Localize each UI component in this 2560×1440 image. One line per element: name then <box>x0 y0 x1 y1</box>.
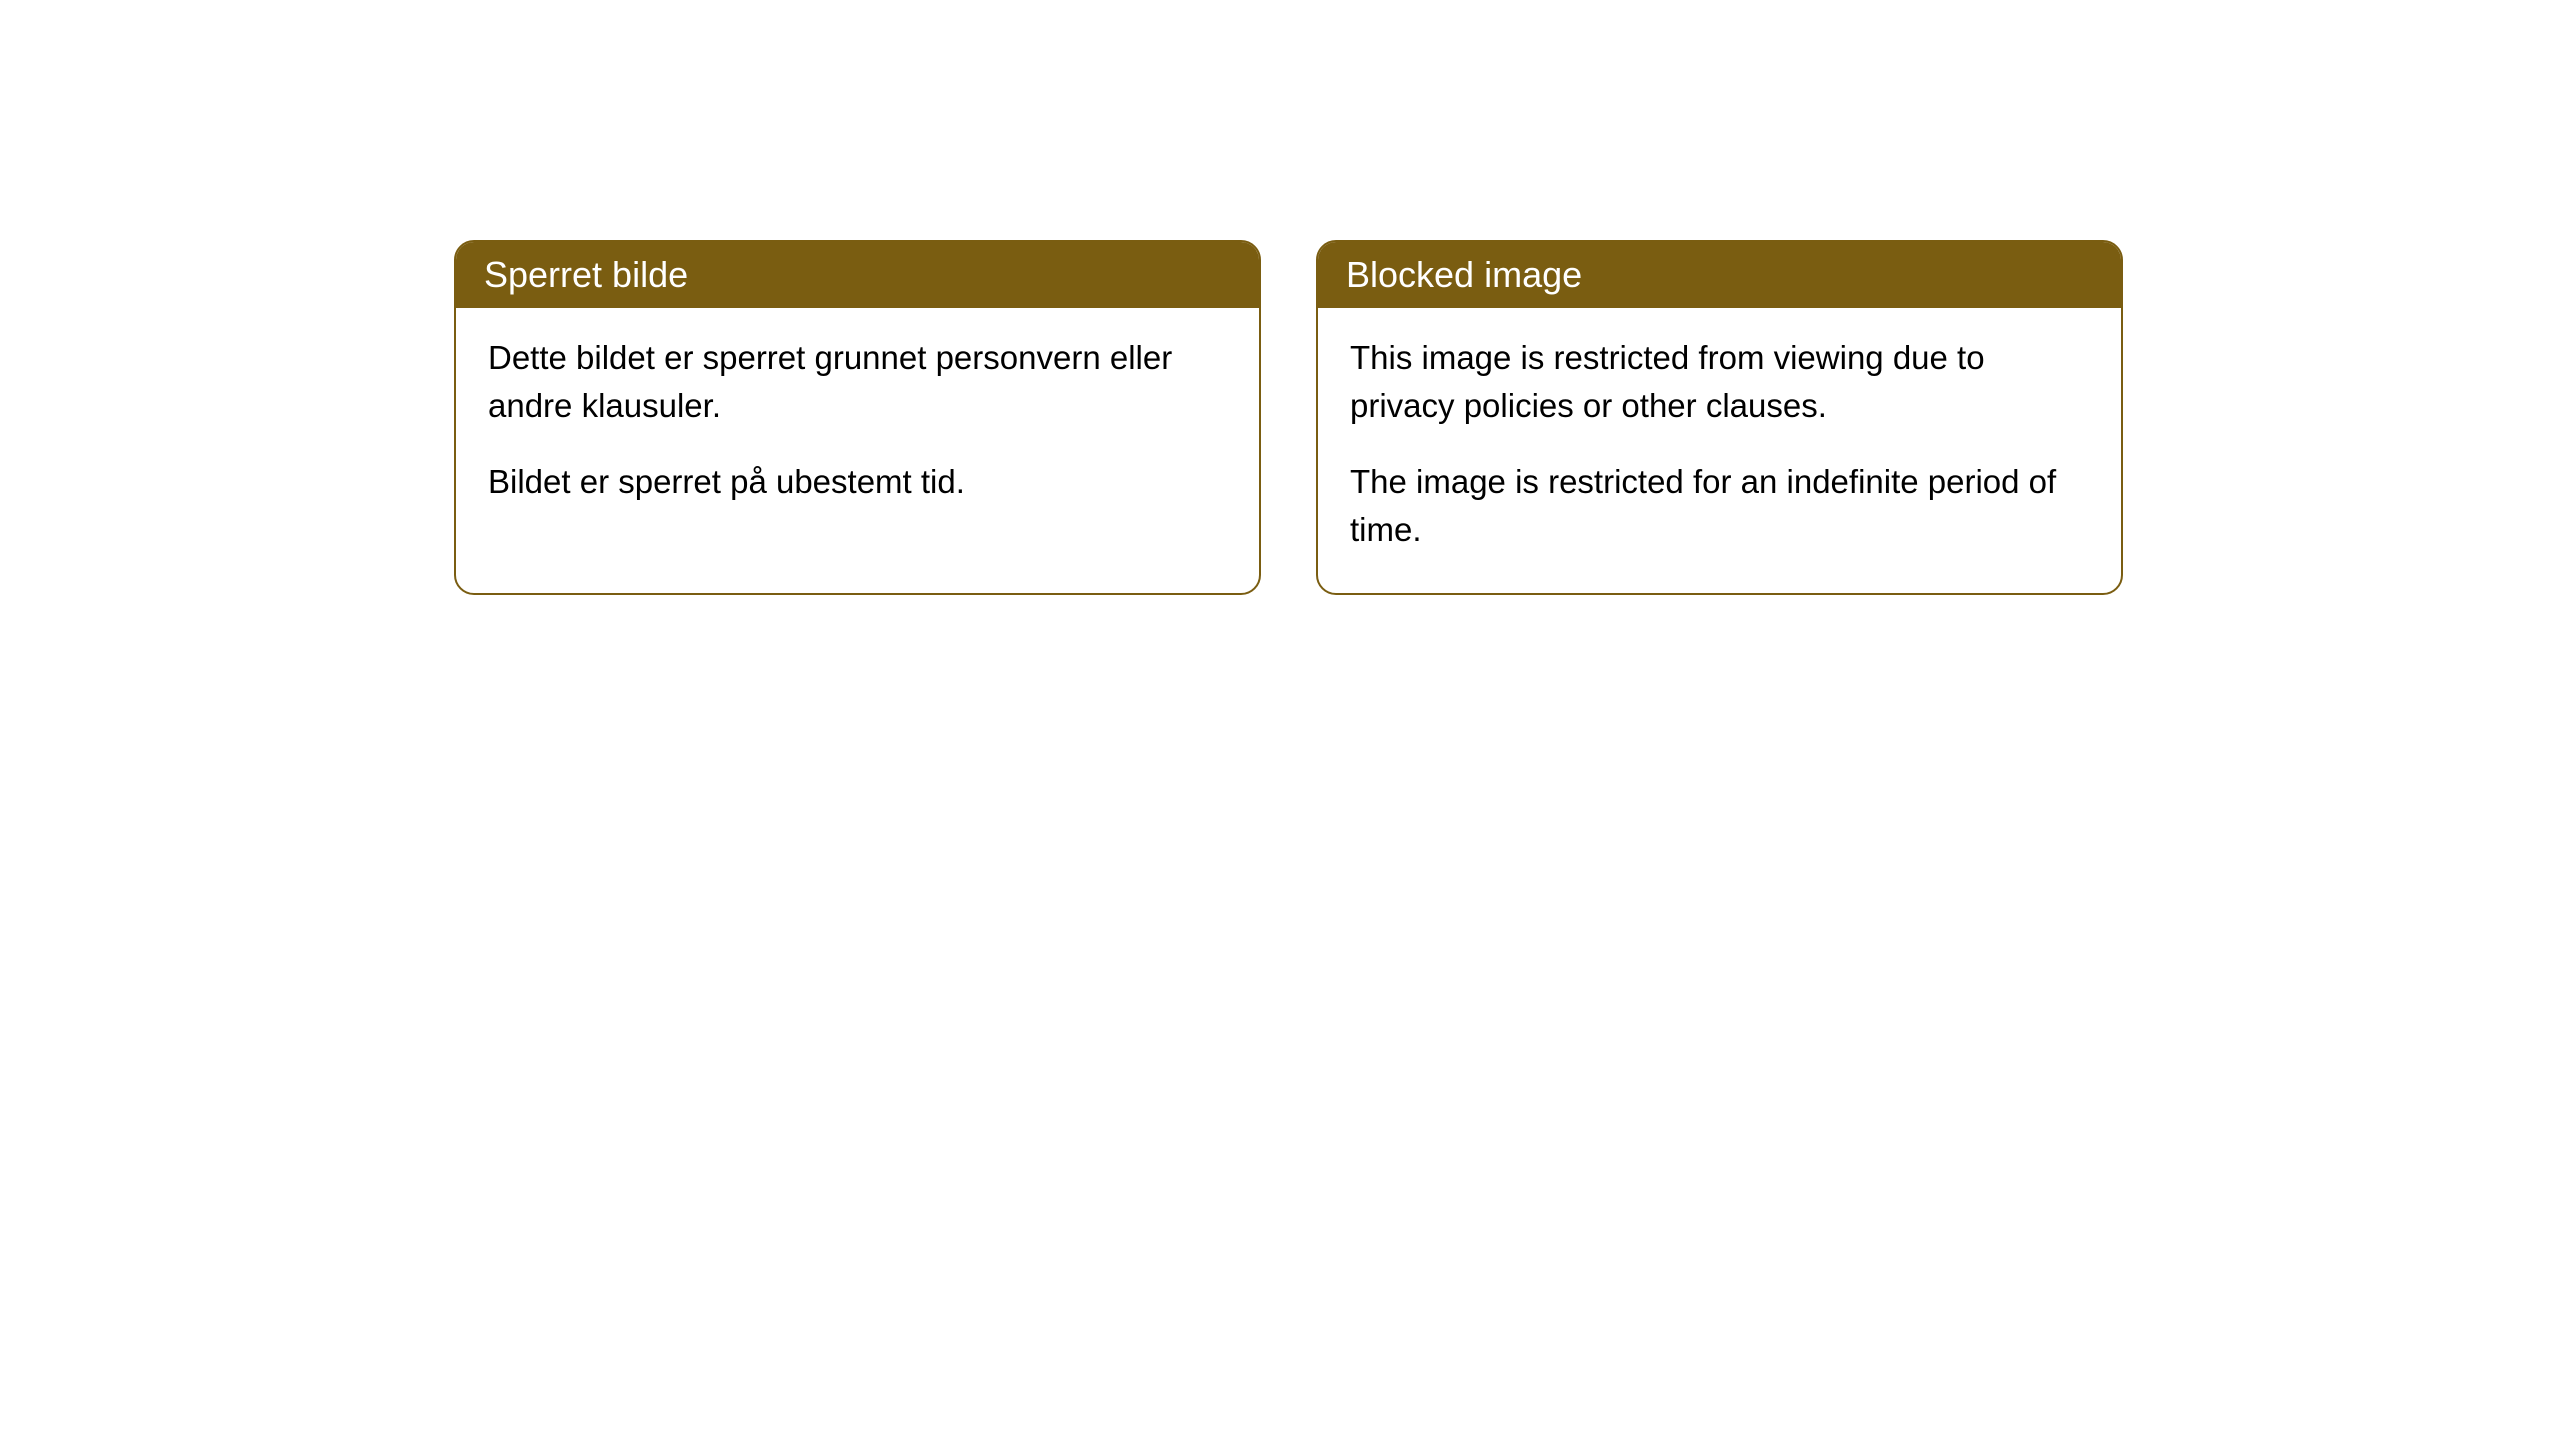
card-paragraph-1: This image is restricted from viewing du… <box>1350 334 2089 430</box>
card-paragraph-1: Dette bildet er sperret grunnet personve… <box>488 334 1227 430</box>
card-header: Blocked image <box>1318 242 2121 308</box>
card-body: Dette bildet er sperret grunnet personve… <box>456 308 1259 546</box>
card-title: Blocked image <box>1346 254 1582 295</box>
card-paragraph-2: The image is restricted for an indefinit… <box>1350 458 2089 554</box>
card-title: Sperret bilde <box>484 254 688 295</box>
card-paragraph-2: Bildet er sperret på ubestemt tid. <box>488 458 1227 506</box>
blocked-image-card-norwegian: Sperret bilde Dette bildet er sperret gr… <box>454 240 1261 595</box>
card-body: This image is restricted from viewing du… <box>1318 308 2121 593</box>
blocked-image-card-english: Blocked image This image is restricted f… <box>1316 240 2123 595</box>
notice-cards-container: Sperret bilde Dette bildet er sperret gr… <box>454 240 2123 595</box>
card-header: Sperret bilde <box>456 242 1259 308</box>
